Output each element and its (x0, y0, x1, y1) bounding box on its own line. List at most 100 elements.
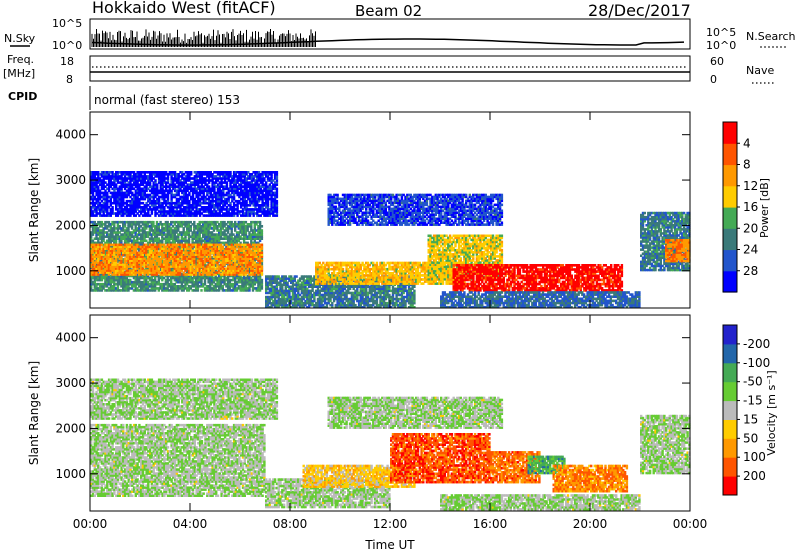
power-cell (180, 282, 184, 286)
power-cell (178, 239, 182, 243)
power-cell (95, 278, 98, 282)
power-cell (127, 285, 130, 288)
power-cell (175, 227, 178, 230)
power-cell (209, 223, 212, 226)
power-cell (177, 285, 180, 288)
power-cell (157, 287, 160, 290)
power-cell (180, 233, 184, 236)
power-cell (154, 280, 157, 284)
power-cell (125, 229, 128, 232)
power-cell (106, 220, 109, 224)
power-cell (187, 289, 191, 292)
power-cell (200, 227, 203, 230)
power-cell (177, 225, 180, 228)
power-cell (214, 289, 217, 292)
power-cell (146, 231, 150, 234)
power-cell (171, 276, 175, 280)
power-cell (150, 223, 153, 226)
power-cell (225, 276, 228, 280)
power-cell (100, 285, 104, 288)
power-cell (187, 241, 191, 245)
power-cell (194, 239, 198, 243)
power-cell (164, 237, 168, 240)
power-cell (193, 274, 196, 278)
power-cell (175, 220, 178, 224)
power-cell (209, 233, 212, 236)
power-cell (93, 285, 96, 288)
power-cell (166, 251, 169, 255)
power-cell (95, 223, 98, 226)
power-cell (129, 282, 132, 286)
power-cell (113, 258, 116, 261)
power-cell (168, 282, 171, 286)
power-cell (200, 229, 203, 232)
power-cell (107, 280, 111, 284)
power-cell (221, 223, 224, 226)
power-cell (150, 237, 153, 240)
power-cell (111, 206, 114, 209)
power-cell (122, 282, 125, 286)
power-cell (143, 274, 146, 278)
power-cell (180, 276, 184, 280)
power-cell (116, 258, 120, 261)
power-cell (168, 229, 171, 232)
power-cell (93, 289, 96, 292)
power-cell (134, 239, 137, 243)
power-cell (120, 235, 123, 238)
power-cell (202, 229, 205, 232)
power-cell (123, 280, 127, 284)
power-cell (196, 227, 200, 230)
power-cell (120, 280, 123, 284)
power-cell (139, 237, 143, 240)
power-cell (107, 274, 111, 278)
power-cell (123, 231, 127, 234)
power-cell (228, 282, 232, 286)
power-cell (214, 276, 217, 280)
power-cell (164, 227, 168, 230)
power-cell (218, 272, 221, 276)
power-cell (182, 289, 185, 292)
power-cell (114, 239, 118, 243)
power-cell (194, 227, 198, 230)
power-cell (95, 241, 98, 245)
power-cell (136, 239, 139, 243)
power-cell (118, 237, 121, 240)
power-cell (157, 256, 160, 259)
power-cell (221, 289, 224, 292)
power-cell (202, 220, 205, 224)
power-cell (138, 274, 141, 278)
power-cell (218, 289, 221, 292)
power-cell (109, 276, 112, 280)
power-cell (203, 287, 207, 290)
power-cell (130, 231, 134, 234)
power-cell (223, 276, 226, 280)
power-cell (118, 289, 121, 292)
power-cell (132, 276, 136, 280)
power-cell (216, 227, 219, 230)
power-cell (161, 229, 164, 232)
power-cell (161, 233, 164, 236)
power-cell (148, 278, 152, 282)
power-cell (191, 282, 194, 286)
power-cell (150, 235, 153, 238)
power-cell (143, 239, 146, 243)
power-cell (102, 256, 105, 259)
power-cell (132, 220, 136, 224)
power-cell (125, 274, 128, 278)
power-cell (171, 235, 175, 238)
power-cell (184, 233, 187, 236)
power-cell (214, 235, 217, 238)
power-cell (109, 227, 112, 230)
power-cell (113, 235, 116, 238)
power-cell (125, 239, 128, 243)
power-cell (106, 289, 109, 292)
power-cell (184, 225, 187, 228)
power-cell (116, 223, 120, 226)
power-cell (90, 239, 93, 243)
power-cell (168, 227, 171, 230)
power-cell (150, 225, 153, 228)
power-cell (203, 272, 207, 276)
power-cell (221, 237, 224, 240)
power-cell (170, 280, 173, 284)
